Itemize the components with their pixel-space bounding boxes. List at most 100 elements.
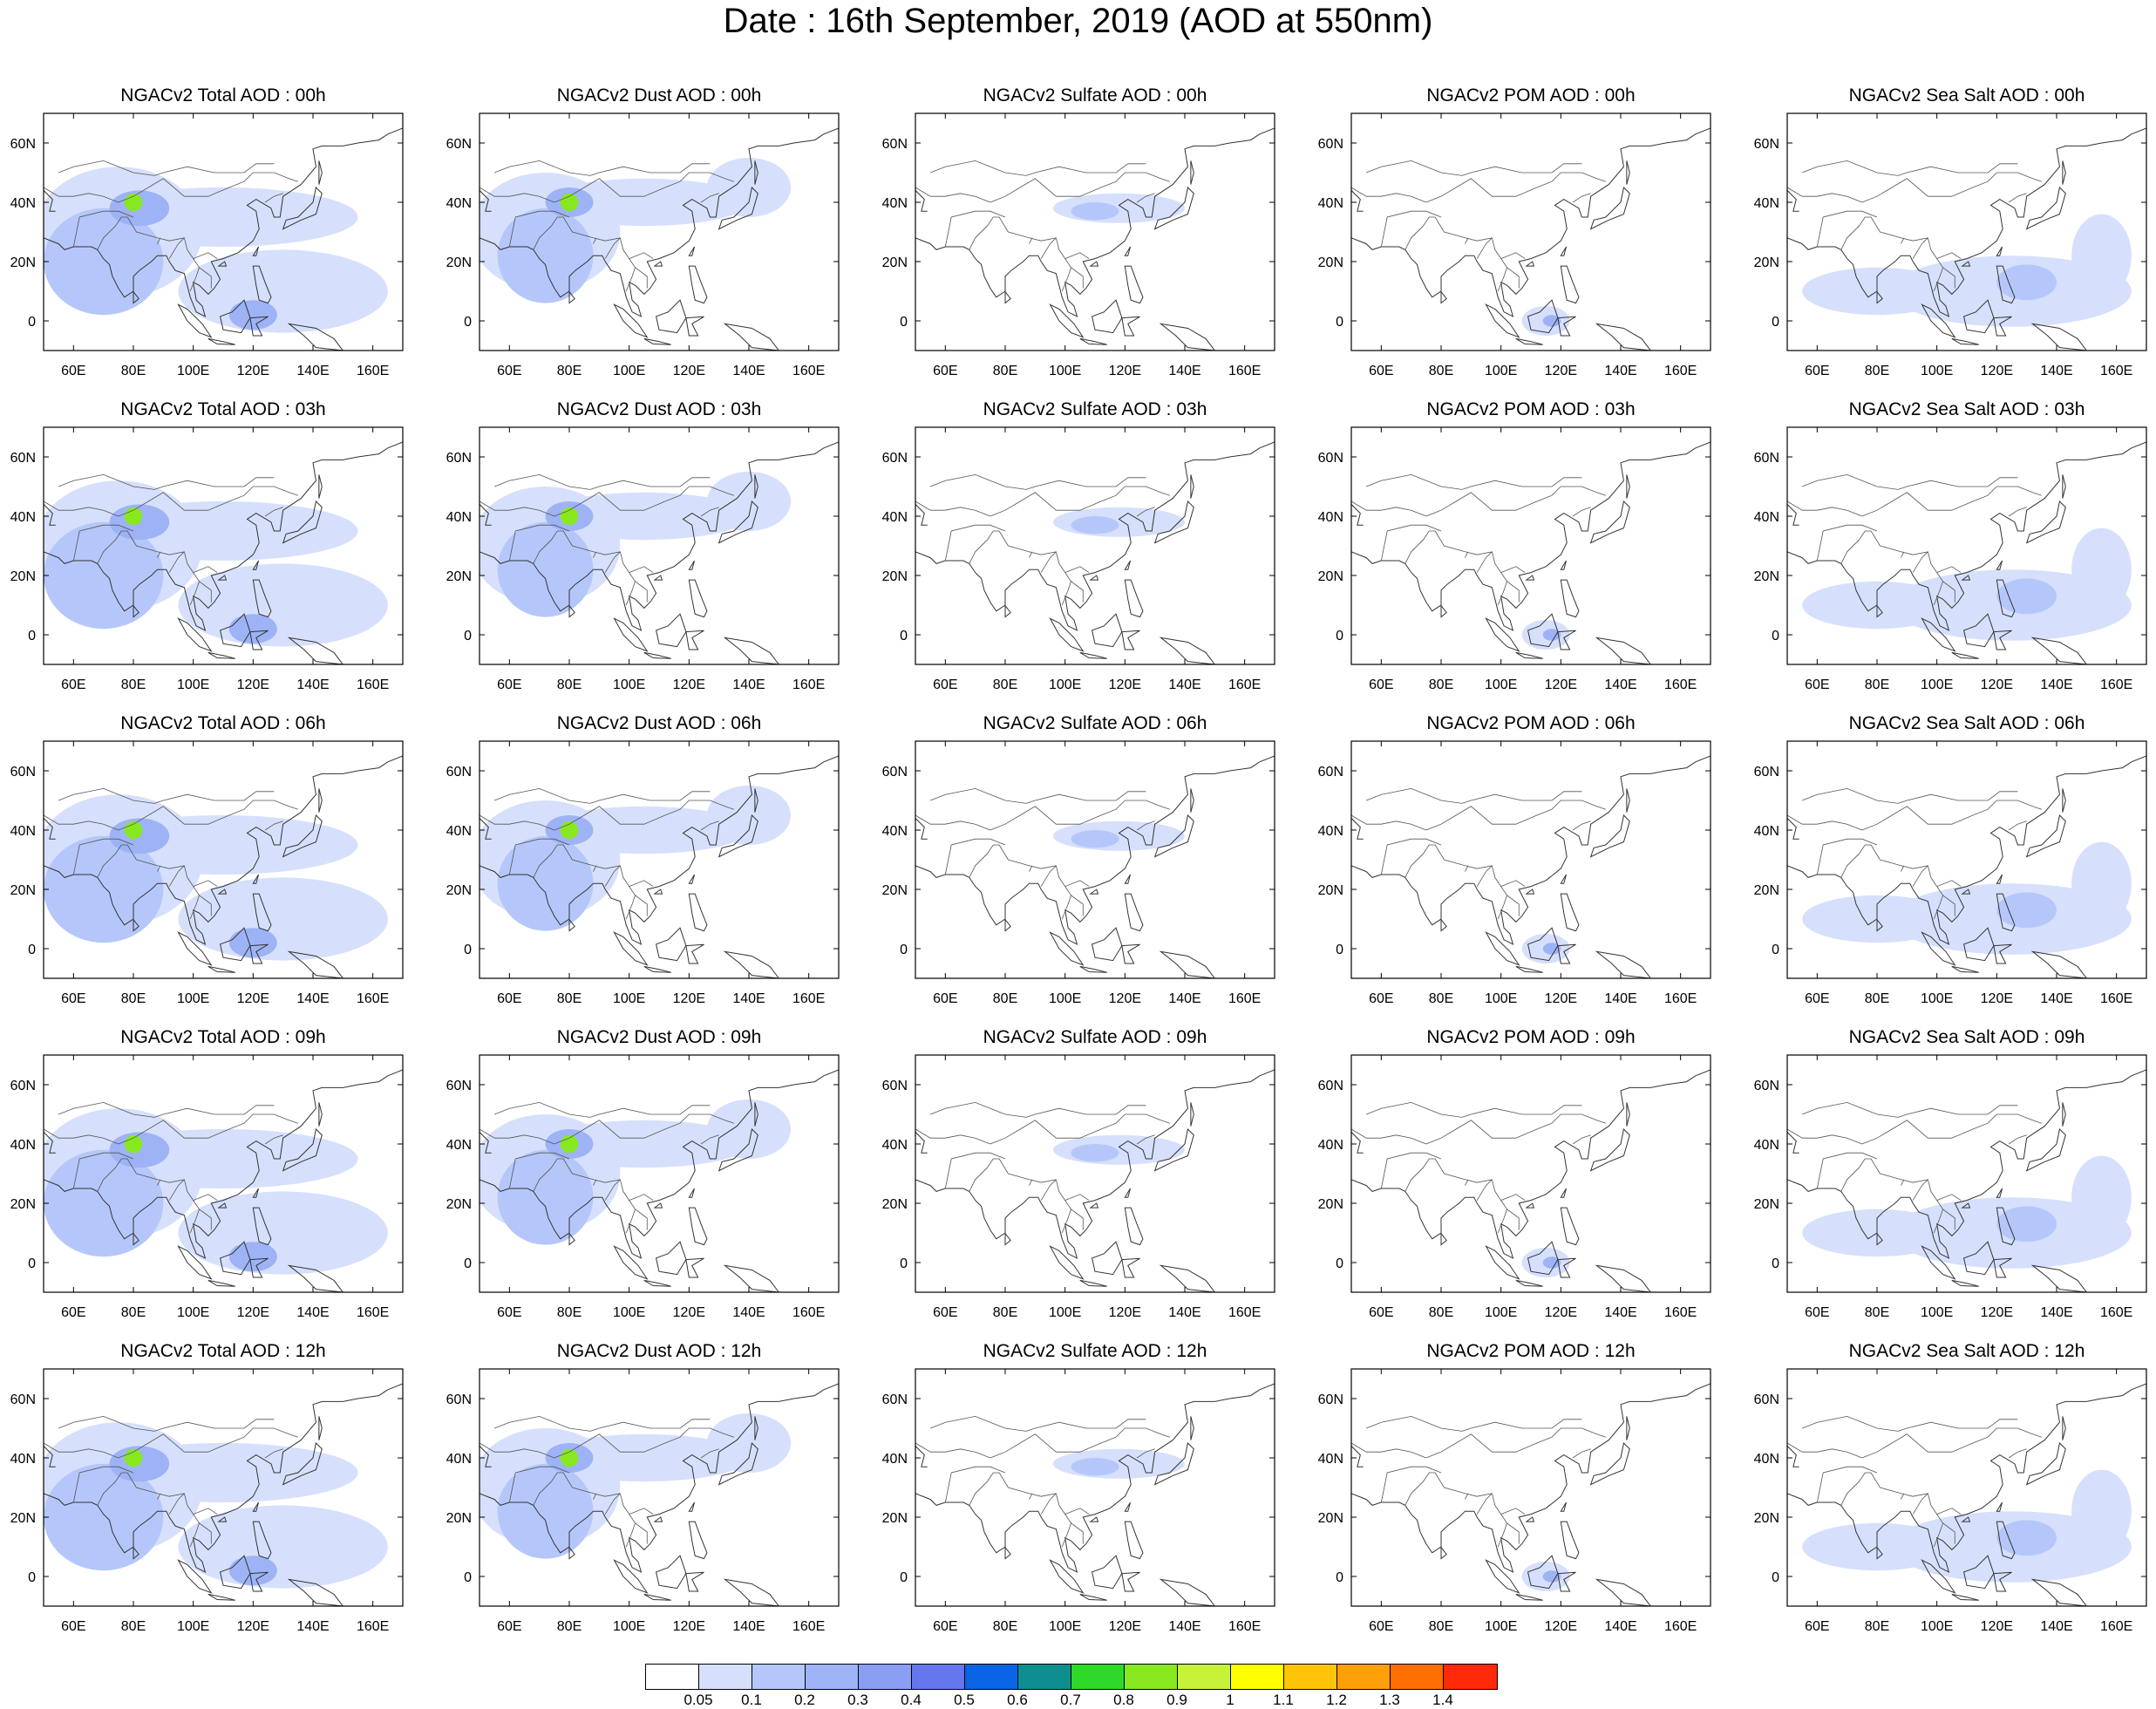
- lon-tick-label: 100E: [613, 364, 645, 378]
- coastlines: [44, 755, 403, 978]
- lon-tick-label: 160E: [1228, 364, 1261, 378]
- colorbar-label: 1.1: [1273, 1692, 1294, 1708]
- lon-tick-label: 100E: [1485, 677, 1517, 692]
- coastlines: [44, 1383, 403, 1606]
- lat-tick-label: 40N: [10, 824, 36, 839]
- colorbar-swatch: [859, 1665, 912, 1689]
- map-panel: NGACv2 Total AOD : 06h 60E 80E 100E 120E 140E…: [10, 713, 404, 1006]
- coastlines: [479, 1069, 839, 1292]
- lat-tick-label: 20N: [1318, 569, 1343, 584]
- lon-tick-label: 60E: [1805, 1619, 1829, 1634]
- panel-title: NGACv2 Total AOD : 12h: [120, 1341, 325, 1361]
- lat-tick-label: 40N: [446, 196, 472, 211]
- lon-tick-label: 100E: [1921, 677, 1953, 692]
- map-frame: [479, 426, 840, 665]
- colorbar-labels: 0.05 0.1 0.2 0.3 0.4 0.5 0.6 0.7 0.8 0.9 1 1.1 1.2 1.…: [645, 1692, 1517, 1709]
- panel-title: NGACv2 Sulfate AOD : 00h: [983, 85, 1207, 106]
- map-frame: [1350, 426, 1711, 665]
- lon-tick-label: 80E: [121, 1305, 146, 1320]
- panel-title: NGACv2 Total AOD : 03h: [120, 399, 325, 419]
- lon-tick-label: 160E: [2100, 991, 2132, 1006]
- lat-tick-label: 20N: [882, 1511, 908, 1526]
- panel-title: NGACv2 Sea Salt AOD : 06h: [1849, 713, 2085, 733]
- lon-tick-label: 60E: [61, 677, 85, 692]
- lat-tick-label: 60N: [446, 451, 472, 466]
- panel-title: NGACv2 Dust AOD : 03h: [557, 399, 762, 419]
- lon-tick-label: 140E: [1168, 364, 1200, 378]
- lon-tick-label: 80E: [993, 364, 1017, 378]
- colorbar-swatch: [965, 1665, 1018, 1689]
- lat-tick-label: 0: [1336, 315, 1343, 330]
- lon-tick-label: 140E: [1168, 991, 1200, 1006]
- lon-tick-label: 100E: [177, 364, 209, 378]
- lon-tick-label: 120E: [673, 364, 705, 378]
- map-frame: [479, 1054, 840, 1293]
- lon-tick-label: 100E: [177, 677, 209, 692]
- lon-tick-label: 60E: [933, 364, 957, 378]
- map-panel: NGACv2 Sulfate AOD : 03h 60E 80E 100E 120E 14…: [882, 399, 1275, 692]
- borders: [1787, 160, 2042, 292]
- lat-tick-label: 60N: [1318, 137, 1343, 152]
- aod-shading: [1802, 214, 2132, 327]
- lat-tick-label: 60N: [446, 137, 472, 152]
- lon-tick-label: 160E: [357, 991, 389, 1006]
- lat-tick-label: 20N: [446, 569, 472, 584]
- lat-tick-label: 40N: [882, 1138, 908, 1153]
- borders: [1351, 160, 1606, 292]
- lon-tick-label: 100E: [1049, 364, 1081, 378]
- lon-tick-label: 140E: [2040, 1619, 2072, 1634]
- lon-tick-label: 80E: [993, 677, 1017, 692]
- borders: [1351, 473, 1606, 606]
- colorbar-label: 0.9: [1166, 1692, 1187, 1708]
- lat-tick-label: 20N: [1754, 1197, 1779, 1212]
- lat-tick-label: 40N: [10, 510, 36, 525]
- lon-tick-label: 120E: [1109, 677, 1141, 692]
- lon-tick-label: 160E: [1664, 991, 1697, 1006]
- lon-tick-label: 120E: [673, 1305, 705, 1320]
- lon-tick-label: 140E: [296, 677, 329, 692]
- lon-tick-label: 160E: [2100, 677, 2132, 692]
- lon-tick-label: 100E: [1049, 1619, 1081, 1634]
- lat-tick-label: 0: [28, 1570, 36, 1585]
- lon-tick-label: 120E: [1545, 1305, 1577, 1320]
- lon-tick-label: 140E: [1168, 1619, 1200, 1634]
- lat-tick-label: 40N: [1318, 1138, 1343, 1153]
- lon-tick-label: 80E: [121, 1619, 146, 1634]
- lat-tick-label: 0: [900, 315, 908, 330]
- map-frame: [1786, 426, 2147, 665]
- panel-title: NGACv2 Sulfate AOD : 06h: [983, 713, 1207, 733]
- borders: [915, 473, 1170, 606]
- lat-tick-label: 40N: [1754, 1138, 1779, 1153]
- map-frame: [915, 112, 1275, 351]
- lon-tick-label: 100E: [1921, 1305, 1953, 1320]
- lat-tick-label: 60N: [1754, 1392, 1779, 1407]
- lat-tick-label: 0: [1772, 1570, 1779, 1585]
- lon-tick-label: 160E: [357, 677, 389, 692]
- borders: [44, 787, 298, 920]
- lon-tick-label: 60E: [61, 991, 85, 1006]
- map-frame: [1350, 740, 1711, 979]
- map-frame: [1786, 112, 2147, 351]
- lat-tick-label: 0: [1336, 943, 1343, 957]
- lat-tick-label: 0: [1336, 1256, 1343, 1271]
- lat-tick-label: 60N: [882, 1392, 908, 1407]
- lon-tick-label: 140E: [2040, 364, 2072, 378]
- lon-tick-label: 60E: [1369, 364, 1393, 378]
- map-panel-grid: NGACv2 Total AOD : 00h 60E 80E 100E 120E 140E…: [10, 85, 2147, 1634]
- lon-tick-label: 80E: [557, 677, 582, 692]
- lon-tick-label: 80E: [993, 991, 1017, 1006]
- lon-tick-label: 100E: [1485, 991, 1517, 1006]
- lon-tick-label: 100E: [613, 1619, 645, 1634]
- lat-tick-label: 0: [900, 943, 908, 957]
- lon-tick-label: 120E: [673, 1619, 705, 1634]
- colorbar-swatch: [699, 1665, 752, 1689]
- aod-shading: [1802, 528, 2132, 641]
- borders: [44, 160, 298, 292]
- lat-tick-label: 60N: [1318, 451, 1343, 466]
- map-frame: [43, 1054, 404, 1293]
- map-frame: [915, 1054, 1275, 1293]
- map-panel: NGACv2 POM AOD : 12h 60E 80E 100E 120E 140E 16…: [1318, 1341, 1711, 1634]
- figure-title: Date : 16th September, 2019 (AOD at 550n…: [723, 2, 1433, 40]
- map-frame: [43, 740, 404, 979]
- lon-tick-label: 80E: [1429, 364, 1453, 378]
